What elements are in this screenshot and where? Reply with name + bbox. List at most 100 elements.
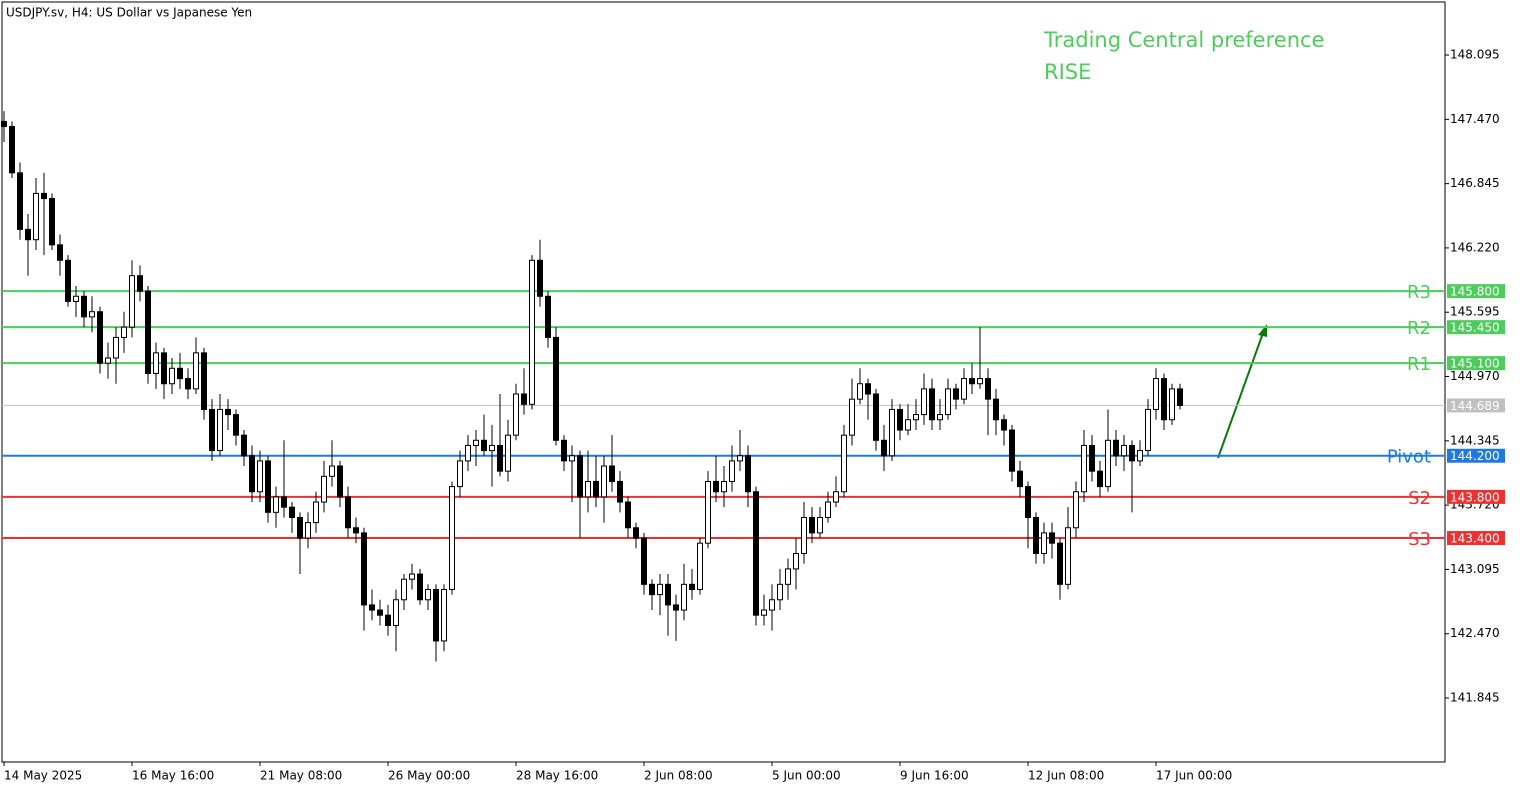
candle-body (601, 465, 607, 498)
level-price-label: 145.800 (1450, 285, 1500, 299)
current-price-label: 144.689 (1450, 399, 1500, 413)
candle-body (449, 486, 455, 590)
candle-body (1009, 429, 1015, 472)
candle-body (753, 491, 759, 616)
level-price-box (1447, 531, 1505, 546)
candle-body (1177, 388, 1183, 406)
candle-body (657, 583, 663, 596)
candle-body (361, 532, 367, 606)
candle-body (121, 326, 127, 338)
candle-body (873, 393, 879, 441)
x-tick-label: 17 Jun 00:00 (1156, 769, 1232, 783)
candle-body (697, 542, 703, 590)
candle-body (33, 192, 39, 241)
level-price-box (1447, 320, 1505, 335)
candle-body (1137, 450, 1143, 462)
level-price-label: 143.400 (1450, 532, 1500, 546)
candle-body (1129, 444, 1135, 462)
candle-body (785, 568, 791, 585)
candle-body (353, 527, 359, 534)
candle-body (65, 259, 71, 302)
level-name: R1 (1407, 354, 1431, 375)
candle-body (1113, 439, 1119, 457)
candle-body (1065, 527, 1071, 585)
candle-body (977, 378, 983, 385)
candle-body (969, 378, 975, 385)
chart-title: USDJPY.sv, H4: US Dollar vs Japanese Yen (6, 6, 252, 20)
candle-body (553, 336, 559, 441)
candle-body (89, 311, 95, 318)
candle-body (241, 434, 247, 457)
candle-body (337, 465, 343, 498)
x-tick-label: 16 May 16:00 (132, 769, 214, 783)
candle-body (705, 480, 711, 544)
candle-body (913, 414, 919, 421)
level-price-box (1447, 356, 1505, 371)
current-price-box (1447, 398, 1505, 413)
candle-body (1017, 470, 1023, 488)
candle-body (745, 455, 751, 493)
candle-body (185, 378, 191, 390)
y-tick-label: 146.845 (1450, 176, 1500, 190)
candle-body (193, 352, 199, 390)
candle-body (521, 393, 527, 405)
candle-body (177, 367, 183, 380)
candle-body (1073, 491, 1079, 529)
candle-body (1049, 532, 1055, 544)
candle-body (1033, 516, 1039, 554)
candle-body (265, 460, 271, 513)
x-tick-label: 26 May 00:00 (388, 769, 470, 783)
candle-body (1025, 486, 1031, 518)
candle-body (257, 460, 263, 493)
candle-body (169, 367, 175, 385)
candle-body (665, 583, 671, 606)
candle-body (537, 259, 543, 297)
candle-body (465, 444, 471, 462)
candle-body (649, 583, 655, 596)
y-tick-label: 146.220 (1450, 240, 1500, 254)
candle-body (1057, 542, 1063, 585)
candle-body (841, 434, 847, 493)
y-tick-label: 141.845 (1450, 691, 1500, 705)
candle-body (137, 275, 143, 292)
candle-body (417, 573, 423, 601)
candle-body (385, 614, 391, 626)
candle-body (1041, 532, 1047, 554)
annotation: RISE (1044, 60, 1091, 84)
level-name: S3 (1408, 529, 1431, 550)
candle-body (1121, 444, 1127, 457)
candle-body (561, 439, 567, 462)
y-tick-label: 148.095 (1450, 48, 1500, 62)
candle-body (505, 434, 511, 472)
candle-body (113, 336, 119, 359)
x-tick-label: 14 May 2025 (4, 769, 82, 783)
candle-body (1081, 444, 1087, 493)
level-name: Pivot (1387, 447, 1431, 468)
candle-body (1089, 444, 1095, 472)
x-tick-label: 2 Jun 08:00 (644, 769, 713, 783)
candle-body (17, 172, 23, 230)
candle-body (593, 480, 599, 498)
candle-body (721, 480, 727, 493)
candle-body (473, 439, 479, 446)
candle-body (433, 588, 439, 642)
candle-body (129, 275, 135, 328)
candle-body (993, 398, 999, 421)
candle-body (425, 588, 431, 601)
candle-body (145, 290, 151, 374)
candle-body (545, 295, 551, 338)
candle-body (481, 439, 487, 452)
candle-body (313, 501, 319, 524)
annotation: Trading Central preference (1043, 28, 1324, 52)
candle-body (1169, 388, 1175, 421)
candle-body (809, 516, 815, 534)
candle-body (897, 408, 903, 431)
level-name: S2 (1408, 488, 1431, 509)
candle-body (737, 455, 743, 462)
candle-body (97, 311, 103, 364)
candle-body (617, 480, 623, 503)
candle-body (297, 516, 303, 539)
x-tick-label: 12 Jun 08:00 (1028, 769, 1104, 783)
candle-body (1105, 439, 1111, 488)
